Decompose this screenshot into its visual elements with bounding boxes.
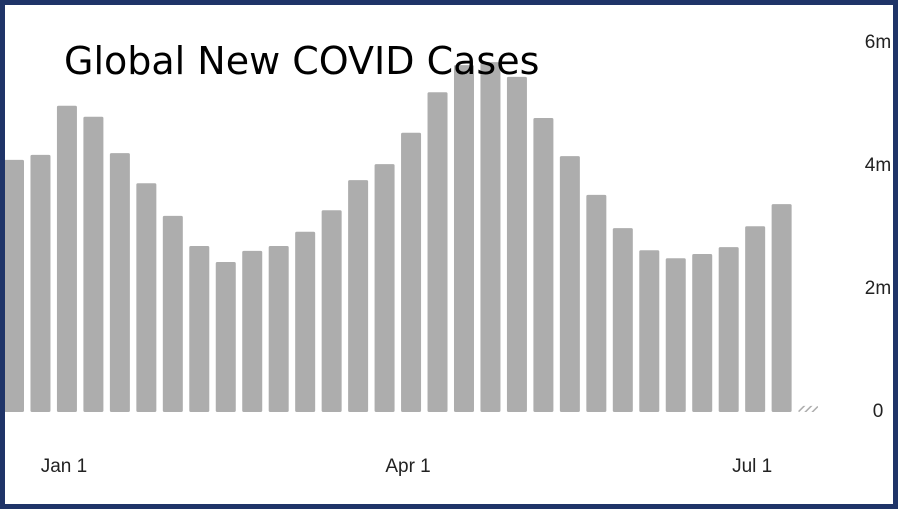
bar [559, 156, 580, 412]
bar [242, 250, 263, 412]
bar [348, 180, 369, 412]
chart-title: Global New COVID Cases [64, 39, 539, 83]
bar [56, 105, 77, 412]
bar [374, 164, 395, 412]
bar [401, 132, 422, 413]
bar [427, 92, 448, 412]
bar [586, 194, 607, 412]
y-tick-label: 2m [865, 278, 891, 299]
bar [745, 226, 766, 412]
bar [268, 245, 289, 412]
y-tick-label: 4m [865, 155, 891, 176]
y-tick-label: 0 [873, 401, 884, 422]
x-tick-label: Apr 1 [385, 456, 430, 477]
bar [83, 116, 104, 413]
x-tick-label: Jan 1 [41, 456, 87, 477]
bar [533, 118, 554, 412]
bar [4, 159, 24, 412]
bar [639, 250, 660, 412]
bar [30, 154, 51, 412]
bar [189, 245, 210, 412]
bar [718, 247, 739, 412]
y-tick-label: 6m [865, 32, 891, 53]
x-tick-label: Jul 1 [732, 456, 772, 477]
bar [480, 62, 501, 412]
bar [665, 258, 686, 412]
bar [771, 204, 792, 412]
bar [506, 76, 527, 412]
bar [109, 153, 130, 412]
bar [321, 210, 342, 412]
bar [692, 253, 713, 412]
bar [295, 231, 316, 412]
bar [136, 183, 157, 412]
bar [162, 215, 183, 412]
bar [215, 261, 236, 412]
bar [798, 405, 819, 412]
bar [453, 65, 474, 412]
bar [612, 228, 633, 412]
